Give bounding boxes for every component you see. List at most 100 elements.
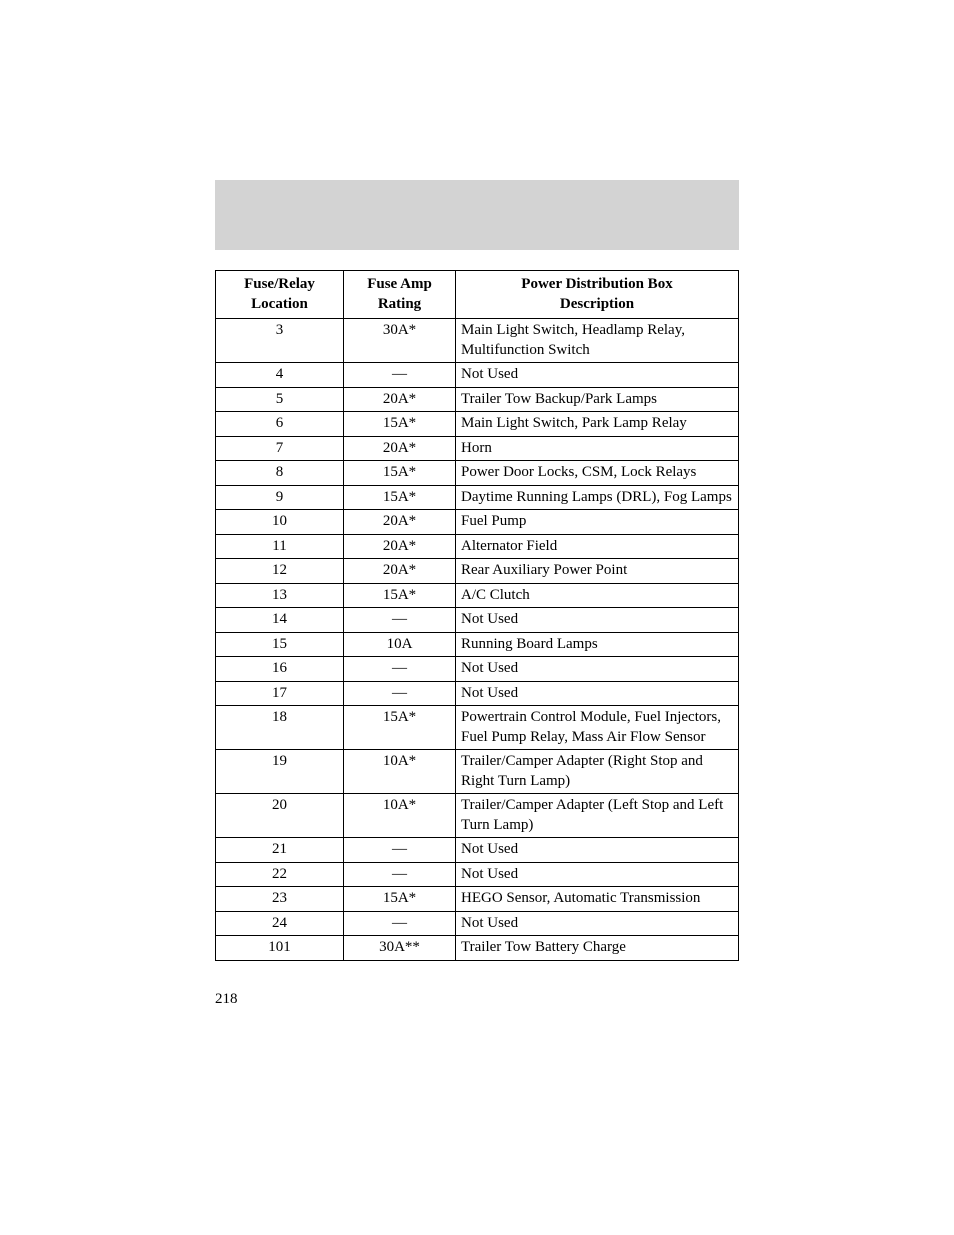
cell-location: 8 [216,461,344,486]
cell-location: 10 [216,510,344,535]
cell-description: Trailer/Camper Adapter (Right Stop and R… [456,750,739,794]
cell-location: 13 [216,583,344,608]
cell-location: 7 [216,436,344,461]
table-row: 24—Not Used [216,911,739,936]
table-header-row: Fuse/Relay Location Fuse Amp Rating Powe… [216,271,739,319]
table-row: 915A*Daytime Running Lamps (DRL), Fog La… [216,485,739,510]
header-text: Fuse Amp [367,276,432,292]
cell-amp: — [344,838,456,863]
cell-amp: — [344,363,456,388]
header-text: Fuse/Relay [244,276,315,292]
cell-description: Not Used [456,681,739,706]
cell-description: Not Used [456,862,739,887]
header-description: Power Distribution Box Description [456,271,739,319]
cell-location: 15 [216,632,344,657]
cell-description: Not Used [456,363,739,388]
table-row: 815A*Power Door Locks, CSM, Lock Relays [216,461,739,486]
cell-description: Alternator Field [456,534,739,559]
table-row: 1220A*Rear Auxiliary Power Point [216,559,739,584]
cell-location: 20 [216,794,344,838]
cell-description: Main Light Switch, Park Lamp Relay [456,412,739,437]
cell-amp: — [344,657,456,682]
cell-description: A/C Clutch [456,583,739,608]
header-amp: Fuse Amp Rating [344,271,456,319]
header-location: Fuse/Relay Location [216,271,344,319]
cell-amp: — [344,608,456,633]
cell-location: 17 [216,681,344,706]
cell-description: Running Board Lamps [456,632,739,657]
table-row: 615A*Main Light Switch, Park Lamp Relay [216,412,739,437]
cell-location: 23 [216,887,344,912]
cell-amp: 10A [344,632,456,657]
cell-location: 24 [216,911,344,936]
cell-amp: 30A* [344,319,456,363]
cell-location: 14 [216,608,344,633]
table-row: 14—Not Used [216,608,739,633]
cell-location: 101 [216,936,344,961]
table-row: 1020A*Fuel Pump [216,510,739,535]
header-text: Power Distribution Box [521,276,672,292]
cell-description: Not Used [456,838,739,863]
table-row: 1910A*Trailer/Camper Adapter (Right Stop… [216,750,739,794]
table-row: 520A*Trailer Tow Backup/Park Lamps [216,387,739,412]
cell-description: Main Light Switch, Headlamp Relay, Multi… [456,319,739,363]
table-row: 1510ARunning Board Lamps [216,632,739,657]
cell-location: 6 [216,412,344,437]
cell-amp: 20A* [344,510,456,535]
page-number: 218 [215,991,739,1008]
table-row: 1815A*Powertrain Control Module, Fuel In… [216,706,739,750]
cell-location: 19 [216,750,344,794]
cell-description: Trailer/Camper Adapter (Left Stop and Le… [456,794,739,838]
table-body: 330A*Main Light Switch, Headlamp Relay, … [216,319,739,961]
cell-amp: 20A* [344,387,456,412]
cell-amp: — [344,911,456,936]
table-row: 1120A*Alternator Field [216,534,739,559]
header-band [215,180,739,250]
cell-amp: 10A* [344,750,456,794]
table-row: 1315A*A/C Clutch [216,583,739,608]
cell-location: 4 [216,363,344,388]
cell-description: Not Used [456,657,739,682]
fuse-table: Fuse/Relay Location Fuse Amp Rating Powe… [215,270,739,961]
header-text: Location [251,296,308,312]
cell-amp: 15A* [344,887,456,912]
cell-amp: 15A* [344,485,456,510]
cell-description: Powertrain Control Module, Fuel Injector… [456,706,739,750]
cell-description: HEGO Sensor, Automatic Transmission [456,887,739,912]
cell-description: Rear Auxiliary Power Point [456,559,739,584]
header-text: Description [560,296,634,312]
cell-location: 11 [216,534,344,559]
cell-description: Not Used [456,608,739,633]
cell-description: Power Door Locks, CSM, Lock Relays [456,461,739,486]
cell-amp: 20A* [344,534,456,559]
cell-amp: — [344,862,456,887]
cell-description: Horn [456,436,739,461]
cell-amp: 15A* [344,706,456,750]
cell-location: 16 [216,657,344,682]
cell-location: 22 [216,862,344,887]
cell-location: 5 [216,387,344,412]
table-row: 4—Not Used [216,363,739,388]
cell-description: Fuel Pump [456,510,739,535]
cell-description: Trailer Tow Backup/Park Lamps [456,387,739,412]
table-row: 720A*Horn [216,436,739,461]
table-row: 2010A*Trailer/Camper Adapter (Left Stop … [216,794,739,838]
table-row: 21—Not Used [216,838,739,863]
cell-amp: 15A* [344,461,456,486]
table-row: 16—Not Used [216,657,739,682]
header-text: Rating [378,296,421,312]
cell-location: 3 [216,319,344,363]
cell-description: Daytime Running Lamps (DRL), Fog Lamps [456,485,739,510]
table-row: 17—Not Used [216,681,739,706]
cell-location: 21 [216,838,344,863]
table-row: 10130A**Trailer Tow Battery Charge [216,936,739,961]
cell-location: 18 [216,706,344,750]
cell-location: 12 [216,559,344,584]
cell-amp: 20A* [344,559,456,584]
table-row: 330A*Main Light Switch, Headlamp Relay, … [216,319,739,363]
cell-description: Trailer Tow Battery Charge [456,936,739,961]
cell-amp: 30A** [344,936,456,961]
cell-amp: 15A* [344,583,456,608]
cell-location: 9 [216,485,344,510]
cell-amp: — [344,681,456,706]
